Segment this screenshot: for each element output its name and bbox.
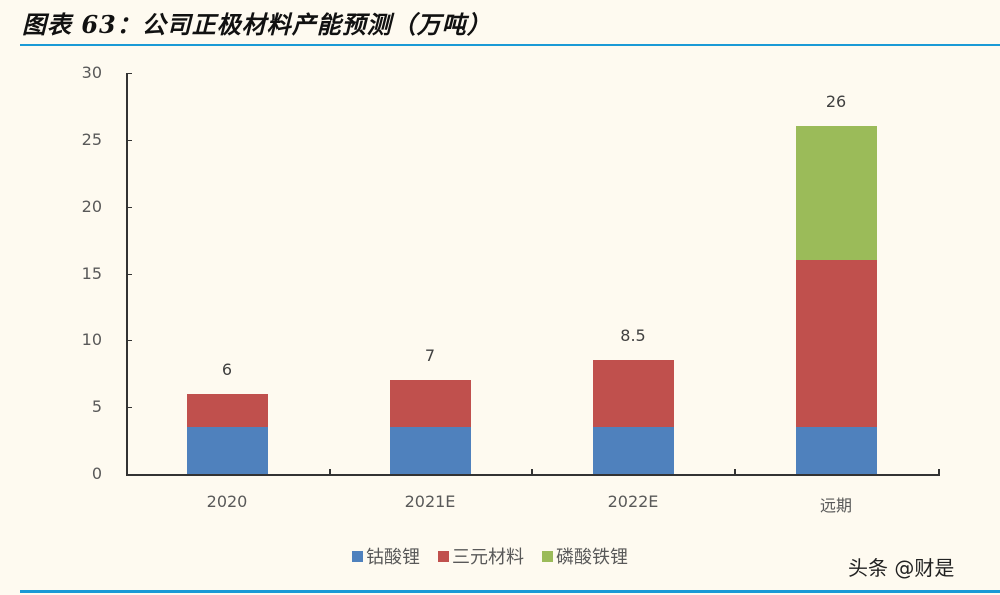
legend-swatch-icon xyxy=(542,550,553,562)
y-tick-mark xyxy=(126,340,132,342)
bar-segment xyxy=(795,126,877,261)
bar-total-label: 8.5 xyxy=(620,326,646,346)
x-axis xyxy=(126,474,940,476)
legend-label: 三元材料 xyxy=(452,547,524,568)
bar-segment xyxy=(795,260,877,428)
y-tick-mark xyxy=(126,139,132,141)
y-tick-mark xyxy=(126,206,132,208)
chart-title: 图表 63：公司正极材料产能预测（万吨） xyxy=(22,10,492,39)
watermark: 头条 @财是 xyxy=(848,556,955,580)
bar-segment xyxy=(186,393,268,428)
bar-total-label: 6 xyxy=(221,359,233,379)
y-tick-label: 25 xyxy=(81,129,102,149)
legend-label: 钴酸锂 xyxy=(366,547,420,568)
y-tick-label: 10 xyxy=(81,330,102,350)
y-tick-label: 30 xyxy=(81,63,102,82)
y-tick-mark xyxy=(126,474,132,475)
legend-label: 磷酸铁锂 xyxy=(556,547,628,568)
x-tick-label: 远期 xyxy=(819,496,852,515)
y-tick-mark xyxy=(126,73,132,74)
title-bar: 图表 63：公司正极材料产能预测（万吨） xyxy=(20,0,1000,46)
y-tick-mark xyxy=(126,273,132,275)
x-tick-label: 2022E xyxy=(607,492,659,511)
y-tick-label: 0 xyxy=(91,464,102,483)
bar-segment xyxy=(389,427,471,474)
bar-segment xyxy=(186,427,268,474)
y-tick-label: 15 xyxy=(81,263,102,283)
bottom-divider xyxy=(20,590,1000,593)
legend-item-lfp: 磷酸铁锂 xyxy=(542,543,628,569)
x-tick-mark xyxy=(734,469,736,475)
x-tick-label: 2021E xyxy=(404,492,456,511)
y-tick-label: 20 xyxy=(81,196,102,216)
x-tick-mark xyxy=(329,469,331,475)
x-tick-mark xyxy=(531,469,533,475)
x-tick-label: 2020 xyxy=(206,492,248,511)
bar-segment xyxy=(795,427,877,474)
legend: 钴酸锂 三元材料 磷酸铁锂 xyxy=(352,543,628,569)
bar-segment xyxy=(592,360,674,428)
legend-item-ternary: 三元材料 xyxy=(438,543,524,569)
bar-segment xyxy=(389,380,471,428)
x-tick-mark xyxy=(938,469,940,475)
bar-segment xyxy=(592,427,674,474)
y-tick-mark xyxy=(126,407,132,409)
bar-total-label: 7 xyxy=(424,346,436,366)
legend-swatch-icon xyxy=(352,550,363,562)
bar-total-label: 26 xyxy=(825,92,847,112)
y-tick-label: 5 xyxy=(91,397,102,417)
legend-item-licoo2: 钴酸锂 xyxy=(352,543,420,569)
legend-swatch-icon xyxy=(438,550,449,562)
